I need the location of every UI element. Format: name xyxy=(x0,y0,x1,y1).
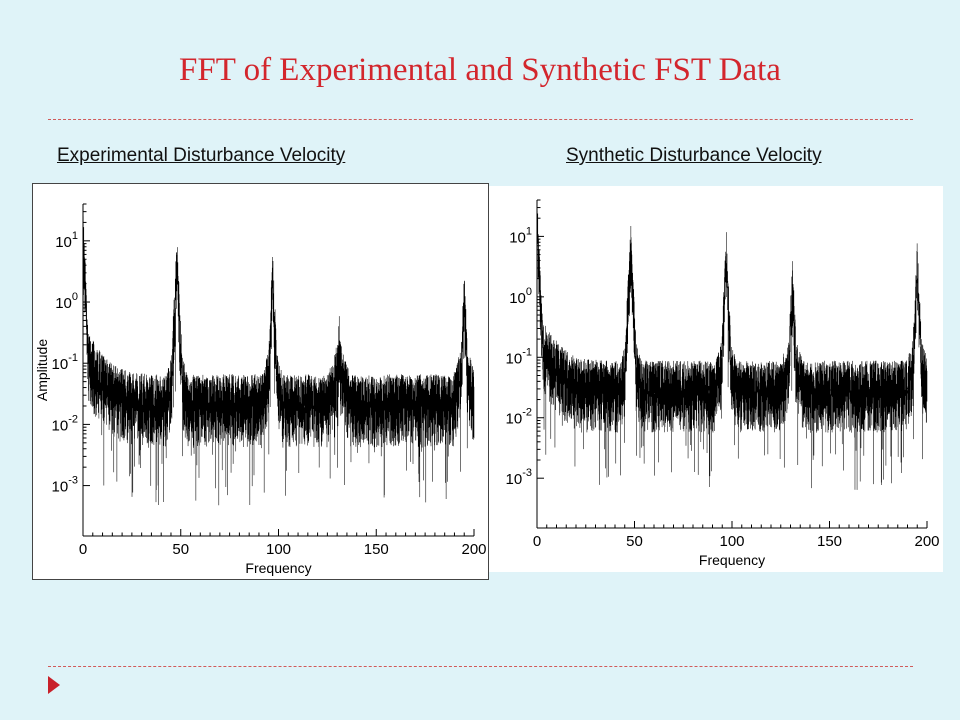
y-tick-label: 10-3 xyxy=(52,475,78,496)
y-tick-label: 10-2 xyxy=(506,407,532,428)
x-tick-label: 100 xyxy=(719,533,744,550)
x-axis-title: Frequency xyxy=(699,552,765,568)
x-tick-label: 0 xyxy=(533,533,541,550)
x-tick-label: 200 xyxy=(914,533,939,550)
x-axis-title: Frequency xyxy=(245,560,311,576)
y-tick-label: 10-3 xyxy=(506,467,532,488)
left-chart-subtitle: Experimental Disturbance Velocity xyxy=(57,145,346,166)
x-tick-label: 0 xyxy=(79,541,87,558)
x-tick-label: 150 xyxy=(364,541,389,558)
y-tick-label: 100 xyxy=(509,286,532,307)
spectrum-trace xyxy=(536,211,928,490)
y-tick-label: 101 xyxy=(55,230,78,251)
y-tick-label: 10-1 xyxy=(52,352,78,373)
slide-title: FFT of Experimental and Synthetic FST Da… xyxy=(179,52,781,88)
right-chart-panel: 0 50 100 150 200 101 100 10-1 10-2 10-3 Frequency xyxy=(489,186,943,572)
triangle-arrow-icon xyxy=(48,676,60,694)
x-tick-label: 50 xyxy=(626,533,643,550)
y-tick-label: 101 xyxy=(509,225,532,246)
y-tick-label: 100 xyxy=(55,291,78,312)
y-tick-label: 10-1 xyxy=(506,346,532,367)
right-chart-subtitle: Synthetic Disturbance Velocity xyxy=(566,145,822,166)
y-tick-label: 10-2 xyxy=(52,413,78,434)
x-tick-label: 100 xyxy=(266,541,291,558)
x-tick-label: 150 xyxy=(817,533,842,550)
title-divider xyxy=(48,119,913,120)
x-tick-label: 200 xyxy=(461,541,486,558)
experimental-fft-chart: 0 50 100 150 200 101 100 10-1 10-2 10-3 Frequency A… xyxy=(34,203,487,576)
y-axis-title: Amplitude xyxy=(34,339,50,401)
spectrum-trace xyxy=(82,216,475,506)
footer-divider xyxy=(48,666,913,667)
synthetic-fft-chart: 0 50 100 150 200 101 100 10-1 10-2 10-3 Frequency xyxy=(506,199,940,568)
x-tick-label: 50 xyxy=(172,541,189,558)
left-chart-panel: 0 50 100 150 200 101 100 10-1 10-2 10-3 Frequency A… xyxy=(32,183,489,580)
